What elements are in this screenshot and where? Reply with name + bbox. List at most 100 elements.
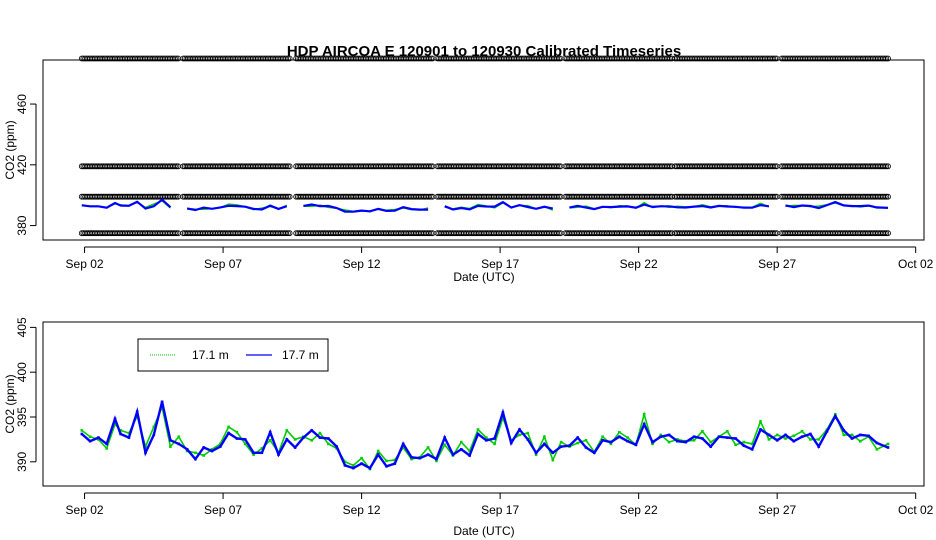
data-point-17-1-m bbox=[268, 439, 272, 442]
calibration-point-490 bbox=[883, 55, 890, 62]
data-point-17-7-m bbox=[443, 436, 446, 439]
data-point-17-1-m bbox=[435, 459, 438, 463]
bottom-x-tick-label-sep-07: Sep 07 bbox=[204, 503, 242, 517]
data-point-17-7-m bbox=[368, 466, 372, 470]
data-point-17-7-m bbox=[593, 451, 596, 455]
calibration-point-375 bbox=[881, 230, 888, 237]
top-y-axis: 380 420 460 bbox=[15, 94, 37, 236]
data-point-17-7-m bbox=[792, 439, 796, 443]
calibration-point-490 bbox=[283, 55, 290, 62]
data-point-17-1-m bbox=[526, 431, 530, 435]
data-point-17-7-m bbox=[335, 445, 338, 448]
data-point-17-7-m bbox=[97, 436, 100, 439]
data-point-17-1-m bbox=[842, 433, 845, 437]
data-point-17-1-m bbox=[850, 433, 854, 437]
calibration-point-490 bbox=[881, 55, 888, 62]
data-point-17-7-m bbox=[80, 432, 84, 436]
data-point-17-7-m bbox=[268, 430, 272, 434]
calibration-point-399 bbox=[554, 193, 561, 200]
data-point-17-7-m bbox=[127, 436, 131, 439]
top-y-tick-label-380: 380 bbox=[15, 215, 29, 235]
top-x-axis: Sep 02 Sep 07 Sep 12 Sep 17 Sep 22 Sep 27 Oct … bbox=[66, 246, 934, 271]
data-point-17-7-m bbox=[742, 444, 746, 447]
legend-label-17-1m: 17.1 m bbox=[192, 348, 229, 362]
calibration-point-399 bbox=[284, 193, 291, 200]
data-point-17-7-m bbox=[385, 465, 388, 468]
calibration-point-419 bbox=[283, 163, 290, 170]
calibration-point-490 bbox=[171, 55, 178, 62]
data-point-17-7-m bbox=[277, 453, 280, 456]
calibration-point-419 bbox=[171, 163, 178, 170]
calibration-point-490 bbox=[173, 55, 180, 62]
series-line-17-1-m bbox=[81, 404, 889, 471]
bottom-y-tick-label-400: 400 bbox=[15, 362, 29, 382]
data-point-17-7-m bbox=[717, 435, 721, 438]
data-point-17-7-m bbox=[609, 440, 613, 444]
data-point-17-1-m bbox=[235, 430, 239, 434]
calibration-point-419 bbox=[556, 163, 562, 170]
data-point-17-7-m bbox=[667, 433, 671, 437]
data-point-17-7-m bbox=[105, 442, 108, 446]
data-point-17-1-m bbox=[775, 433, 779, 437]
data-point-17-7-m bbox=[734, 437, 737, 440]
data-point-17-1-m bbox=[293, 438, 297, 441]
bottom-x-tick-label-oct-02: Oct 02 bbox=[898, 503, 934, 517]
calibration-point-399 bbox=[286, 193, 293, 200]
data-point-17-7-m bbox=[867, 434, 870, 438]
data-point-17-7-m bbox=[113, 417, 117, 421]
calibration-point-399 bbox=[665, 193, 672, 200]
data-point-17-7-m bbox=[775, 439, 779, 442]
data-point-17-1-m bbox=[709, 440, 712, 444]
data-point-17-1-m bbox=[152, 425, 156, 429]
data-point-17-1-m bbox=[360, 456, 363, 460]
data-point-17-7-m bbox=[800, 435, 804, 438]
data-point-17-1-m bbox=[219, 442, 222, 446]
top-series-line-17-7-m bbox=[81, 198, 889, 213]
data-point-17-7-m bbox=[202, 446, 205, 449]
bottom-y-tick-label-390: 390 bbox=[15, 451, 29, 471]
calibration-point-399 bbox=[171, 193, 178, 200]
calibration-point-419 bbox=[883, 163, 890, 170]
data-point-17-7-m bbox=[343, 464, 347, 467]
data-point-17-1-m bbox=[817, 438, 820, 441]
data-point-17-7-m bbox=[227, 431, 230, 435]
calibration-point-419 bbox=[284, 163, 291, 170]
data-point-17-7-m bbox=[501, 411, 505, 414]
data-point-17-7-m bbox=[144, 451, 147, 455]
data-point-17-1-m bbox=[692, 439, 696, 442]
data-point-17-7-m bbox=[509, 441, 513, 445]
data-point-17-7-m bbox=[169, 439, 172, 442]
data-point-17-7-m bbox=[418, 456, 422, 460]
data-point-17-1-m bbox=[327, 442, 330, 446]
data-point-17-1-m bbox=[97, 438, 100, 441]
data-point-17-1-m bbox=[651, 442, 654, 446]
data-point-17-7-m bbox=[293, 446, 297, 449]
data-point-17-7-m bbox=[285, 438, 289, 441]
data-point-17-7-m bbox=[119, 432, 122, 436]
data-point-17-7-m bbox=[401, 442, 405, 446]
top-y-tick-label-420: 420 bbox=[15, 154, 29, 174]
top-x-tick-label-sep-22: Sep 22 bbox=[620, 257, 658, 271]
data-point-17-1-m bbox=[227, 425, 230, 429]
data-point-17-1-m bbox=[202, 454, 205, 457]
data-point-17-1-m bbox=[701, 430, 704, 433]
data-point-17-1-m bbox=[385, 459, 388, 463]
data-point-17-1-m bbox=[742, 440, 746, 444]
data-point-17-7-m bbox=[618, 435, 621, 438]
calibration-point-375 bbox=[171, 230, 178, 237]
data-point-17-7-m bbox=[318, 436, 322, 439]
data-point-17-1-m bbox=[285, 429, 289, 432]
data-point-17-1-m bbox=[726, 430, 729, 433]
calibration-point-419 bbox=[770, 163, 777, 170]
calibration-point-490 bbox=[284, 55, 291, 62]
data-point-17-1-m bbox=[518, 433, 521, 437]
calibration-point-399 bbox=[881, 193, 888, 200]
top-x-tick-label-sep-02: Sep 02 bbox=[66, 257, 104, 271]
bottom-y-tick-label-395: 395 bbox=[15, 407, 29, 427]
data-point-17-7-m bbox=[601, 439, 604, 442]
data-point-17-7-m bbox=[376, 453, 380, 456]
calibration-point-375 bbox=[770, 230, 777, 237]
calibration-point-399 bbox=[883, 193, 890, 200]
data-point-17-1-m bbox=[601, 435, 604, 438]
data-point-17-1-m bbox=[667, 440, 671, 444]
